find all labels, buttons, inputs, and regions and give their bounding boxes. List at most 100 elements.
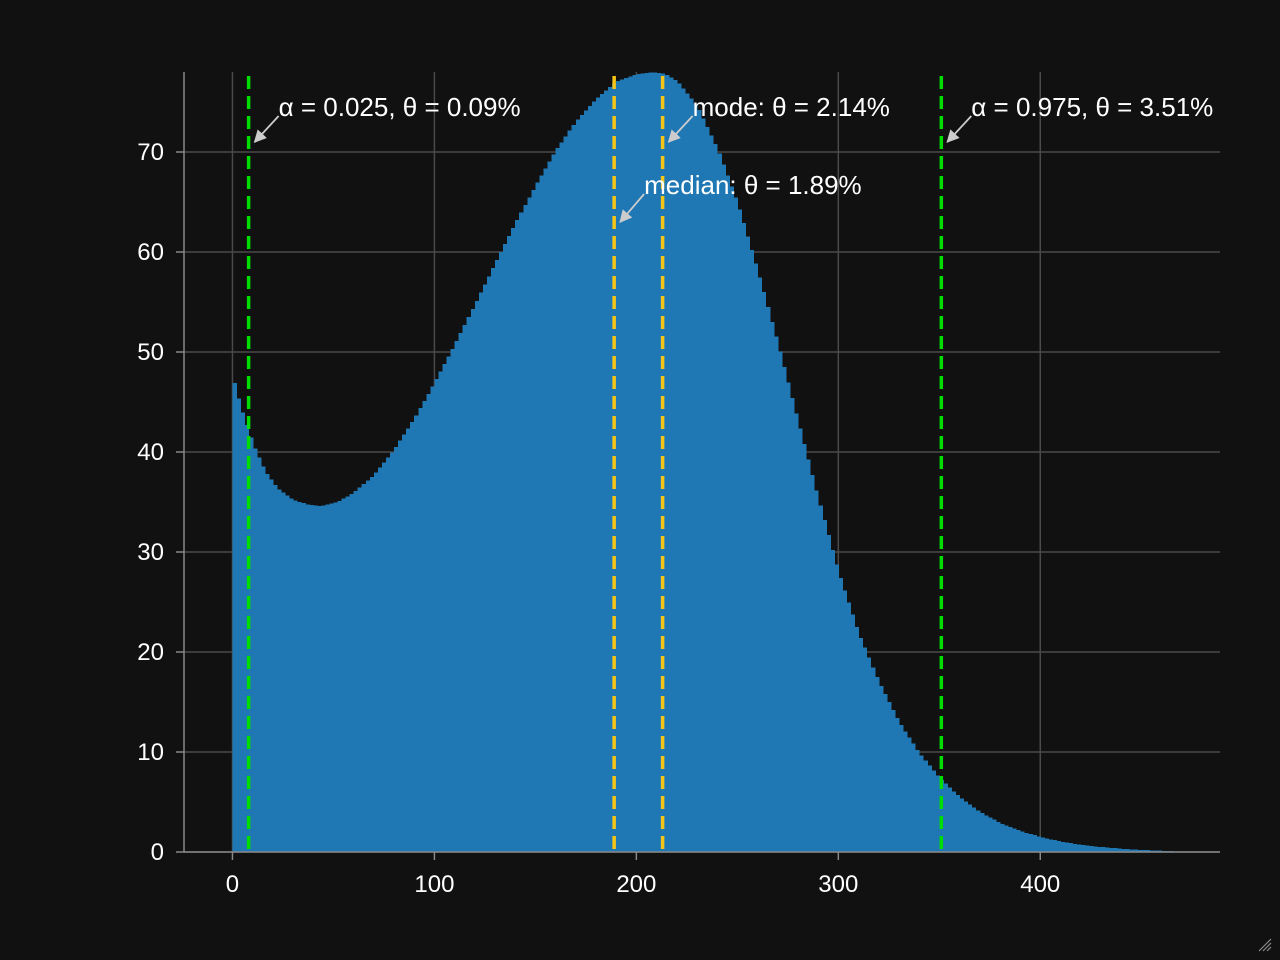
histogram-bar-198 [1032, 835, 1037, 852]
histogram-bar-191 [1003, 825, 1009, 852]
histogram-bar-18 [305, 504, 310, 852]
histogram-bar-43 [406, 428, 411, 852]
histogram-bar-195 [1020, 831, 1025, 852]
histogram-bar-209 [1076, 844, 1082, 852]
histogram-bar-71 [519, 212, 524, 853]
histogram-bar-86 [579, 115, 585, 853]
histogram-bar-23 [325, 504, 331, 852]
histogram-bar-142 [806, 459, 811, 852]
histogram-bar-12 [280, 492, 286, 852]
histogram-bar-186 [983, 815, 989, 852]
histogram-bar-218 [1112, 848, 1118, 852]
annotation-arrow-2 [667, 115, 694, 143]
histogram-bar-91 [600, 93, 605, 852]
histogram-bar-20 [313, 505, 318, 852]
y-tick-label-2: 20 [137, 639, 164, 666]
histogram-bar-125 [737, 209, 742, 852]
histogram-bar-55 [454, 341, 460, 852]
histogram-bar-0 [232, 382, 238, 852]
histogram-bar-212 [1088, 845, 1094, 852]
histogram-bar-189 [995, 821, 1001, 852]
resize-grip-icon[interactable] [1256, 936, 1272, 952]
histogram-bar-77 [543, 168, 549, 852]
histogram-bar-10 [272, 485, 278, 852]
histogram-bar-156 [862, 647, 868, 852]
histogram-bar-130 [757, 277, 763, 852]
histogram-bar-73 [527, 197, 532, 852]
histogram-bar-57 [462, 325, 468, 852]
histogram-bar-216 [1104, 847, 1110, 852]
histogram-bar-176 [943, 783, 948, 852]
histogram-bar-2 [240, 412, 246, 852]
histogram-bar-74 [531, 189, 536, 853]
histogram-bar-184 [975, 810, 981, 852]
histogram-bar-134 [773, 336, 779, 853]
histogram-bar-183 [971, 807, 977, 852]
histogram-bar-143 [810, 474, 815, 852]
histogram-bar-120 [717, 153, 722, 852]
histogram-bar-227 [1149, 850, 1154, 852]
histogram-bar-160 [878, 686, 884, 852]
histogram-bar-188 [991, 819, 997, 852]
histogram-bar-128 [749, 249, 755, 852]
histogram-bar-197 [1028, 834, 1033, 852]
histogram-bar-141 [801, 444, 807, 852]
histogram-bar-8 [264, 473, 270, 852]
annotation-arrow-0 [253, 115, 280, 143]
histogram-bar-215 [1100, 847, 1106, 852]
histogram-bar-199 [1036, 836, 1041, 852]
histogram-bar-101 [640, 73, 646, 852]
histogram-bar-92 [604, 90, 609, 852]
histogram-bar-15 [293, 500, 298, 852]
histogram-bar-222 [1129, 849, 1134, 852]
histogram-bar-182 [967, 804, 973, 852]
histogram-bar-64 [490, 268, 496, 853]
histogram-bar-11 [276, 489, 282, 852]
histogram-bar-60 [474, 300, 480, 852]
histogram-bar-192 [1007, 827, 1013, 852]
histogram-bar-185 [979, 813, 985, 852]
histogram-bar-33 [365, 480, 371, 852]
histogram-bar-88 [587, 105, 593, 852]
x-tick-label-1: 100 [414, 871, 454, 898]
histogram-bar-44 [410, 422, 415, 852]
histogram-bar-9 [268, 479, 274, 852]
histogram-bar-81 [559, 142, 565, 853]
histogram-bar-127 [745, 236, 751, 852]
histogram-bar-175 [939, 779, 944, 852]
histogram-bar-194 [1016, 830, 1021, 852]
histogram-bar-202 [1048, 839, 1053, 852]
histogram-bar-126 [741, 223, 747, 853]
histogram-bar-63 [486, 276, 492, 852]
axes-layer [183, 72, 1220, 853]
histogram-bar-204 [1056, 841, 1062, 852]
histogram-bar-122 [725, 175, 730, 852]
histogram-bar-159 [874, 677, 880, 852]
histogram-bar-165 [898, 725, 904, 852]
histogram-bar-109 [672, 79, 678, 853]
histogram-bar-111 [680, 88, 686, 852]
histogram-bar-119 [713, 143, 718, 853]
histogram-bar-39 [389, 452, 395, 852]
histogram-bar-129 [753, 263, 759, 852]
y-tick-label-0: 0 [151, 839, 164, 866]
histogram-bar-168 [911, 743, 916, 852]
histogram-bar-19 [309, 505, 314, 852]
histogram-bar-69 [511, 228, 516, 852]
histogram-bar-117 [705, 127, 710, 852]
histogram-bar-171 [923, 760, 928, 852]
annotation-label-2: mode: θ = 2.14% [693, 92, 890, 122]
y-tick-label-1: 10 [137, 739, 164, 766]
histogram-bar-35 [373, 472, 379, 852]
histogram-bar-180 [959, 798, 965, 852]
histogram-bar-169 [915, 749, 920, 852]
histogram-bar-41 [398, 440, 403, 852]
ticks-layer: 0 100 200 300 400 0 10 20 30 40 50 60 70 [137, 139, 1060, 898]
annotation-arrow-1 [619, 193, 645, 223]
histogram-bar-70 [515, 220, 520, 852]
bars-layer [232, 72, 1187, 853]
histogram-bar-203 [1052, 840, 1058, 852]
histogram-bar-85 [575, 119, 581, 852]
histogram-bar-164 [894, 718, 900, 852]
histogram-bar-123 [729, 186, 734, 852]
